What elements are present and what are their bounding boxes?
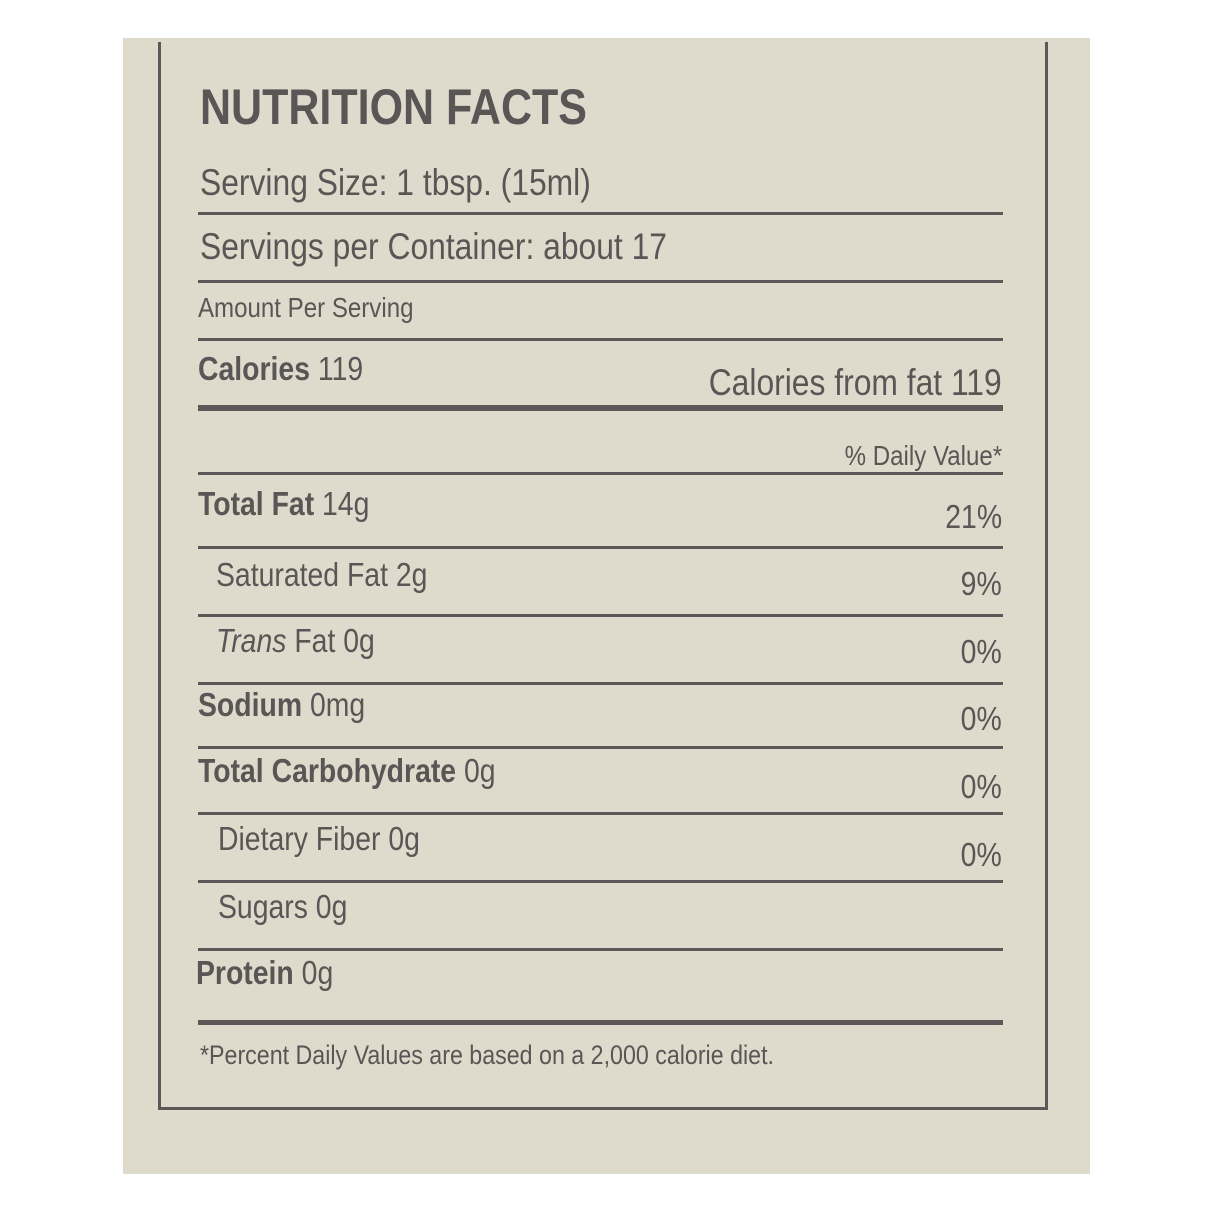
thick-divider xyxy=(198,405,1003,411)
amount-per-serving: Amount Per Serving xyxy=(198,292,414,323)
serving-size: Serving Size: 1 tbsp. (15ml) xyxy=(200,162,591,203)
nutrition-title: NUTRITION FACTS xyxy=(200,79,587,135)
nutrient-row-trans-fat: Trans Fat 0g xyxy=(216,622,375,660)
divider xyxy=(198,948,1003,951)
footnote: *Percent Daily Values are based on a 2,0… xyxy=(200,1040,774,1070)
nutrient-row-sodium: Sodium 0mg xyxy=(198,686,365,724)
thick-divider xyxy=(198,1020,1003,1025)
nutrient-dv: 21% xyxy=(945,498,1002,535)
nutrient-label: Trans xyxy=(216,622,287,659)
nutrient-dv: 0% xyxy=(960,836,1002,873)
nutrient-row-dietary-fiber: Dietary Fiber 0g xyxy=(218,820,420,858)
divider xyxy=(198,546,1003,549)
nutrient-label: Dietary Fiber xyxy=(218,820,381,857)
daily-value-header: % Daily Value* xyxy=(844,440,1002,471)
nutrient-label: Saturated Fat xyxy=(216,556,388,593)
divider xyxy=(198,280,1003,283)
divider xyxy=(198,472,1003,475)
nutrient-label: Sodium xyxy=(198,686,303,723)
calories-row: Calories 119 xyxy=(198,350,363,388)
nutrient-row-total-carbohydrate: Total Carbohydrate 0g xyxy=(198,752,496,790)
nutrient-label: Total Fat xyxy=(198,485,315,522)
calories-label: Calories xyxy=(198,350,311,387)
nutrient-row-protein: Protein 0g xyxy=(196,954,333,992)
label-photo xyxy=(123,38,1090,1174)
divider xyxy=(198,614,1003,617)
nutrient-row-saturated-fat: Saturated Fat 2g xyxy=(216,556,427,594)
calories-value: 119 xyxy=(317,350,364,387)
divider xyxy=(198,880,1003,883)
calories-from-fat: Calories from fat 119 xyxy=(709,362,1002,403)
nutrient-label: Total Carbohydrate xyxy=(198,752,457,789)
nutrient-dv: 0% xyxy=(960,768,1002,805)
nutrient-amount: 0g xyxy=(388,820,420,857)
nutrient-amount: 0g xyxy=(463,752,496,789)
divider xyxy=(198,338,1003,341)
nutrient-amount: 0g xyxy=(315,888,348,925)
nutrient-row-sugars: Sugars 0g xyxy=(218,888,347,926)
nutrient-dv: 0% xyxy=(960,633,1002,670)
nutrient-amount: 14g xyxy=(322,485,370,522)
nutrition-facts-border xyxy=(158,42,1048,1110)
nutrient-dv: 9% xyxy=(960,565,1002,602)
divider xyxy=(198,682,1003,685)
nutrient-amount: 0g xyxy=(301,954,334,991)
servings-per-container: Servings per Container: about 17 xyxy=(200,226,667,267)
divider xyxy=(198,812,1003,815)
divider xyxy=(198,746,1003,749)
divider xyxy=(198,212,1003,215)
nutrient-amount: 0mg xyxy=(309,686,366,723)
nutrient-amount: Fat 0g xyxy=(294,622,375,659)
nutrient-label: Sugars xyxy=(218,888,308,925)
nutrient-dv: 0% xyxy=(960,700,1002,737)
nutrient-label: Protein xyxy=(196,954,294,991)
nutrient-row-total-fat: Total Fat 14g xyxy=(198,485,369,523)
nutrient-amount: 2g xyxy=(395,556,428,593)
